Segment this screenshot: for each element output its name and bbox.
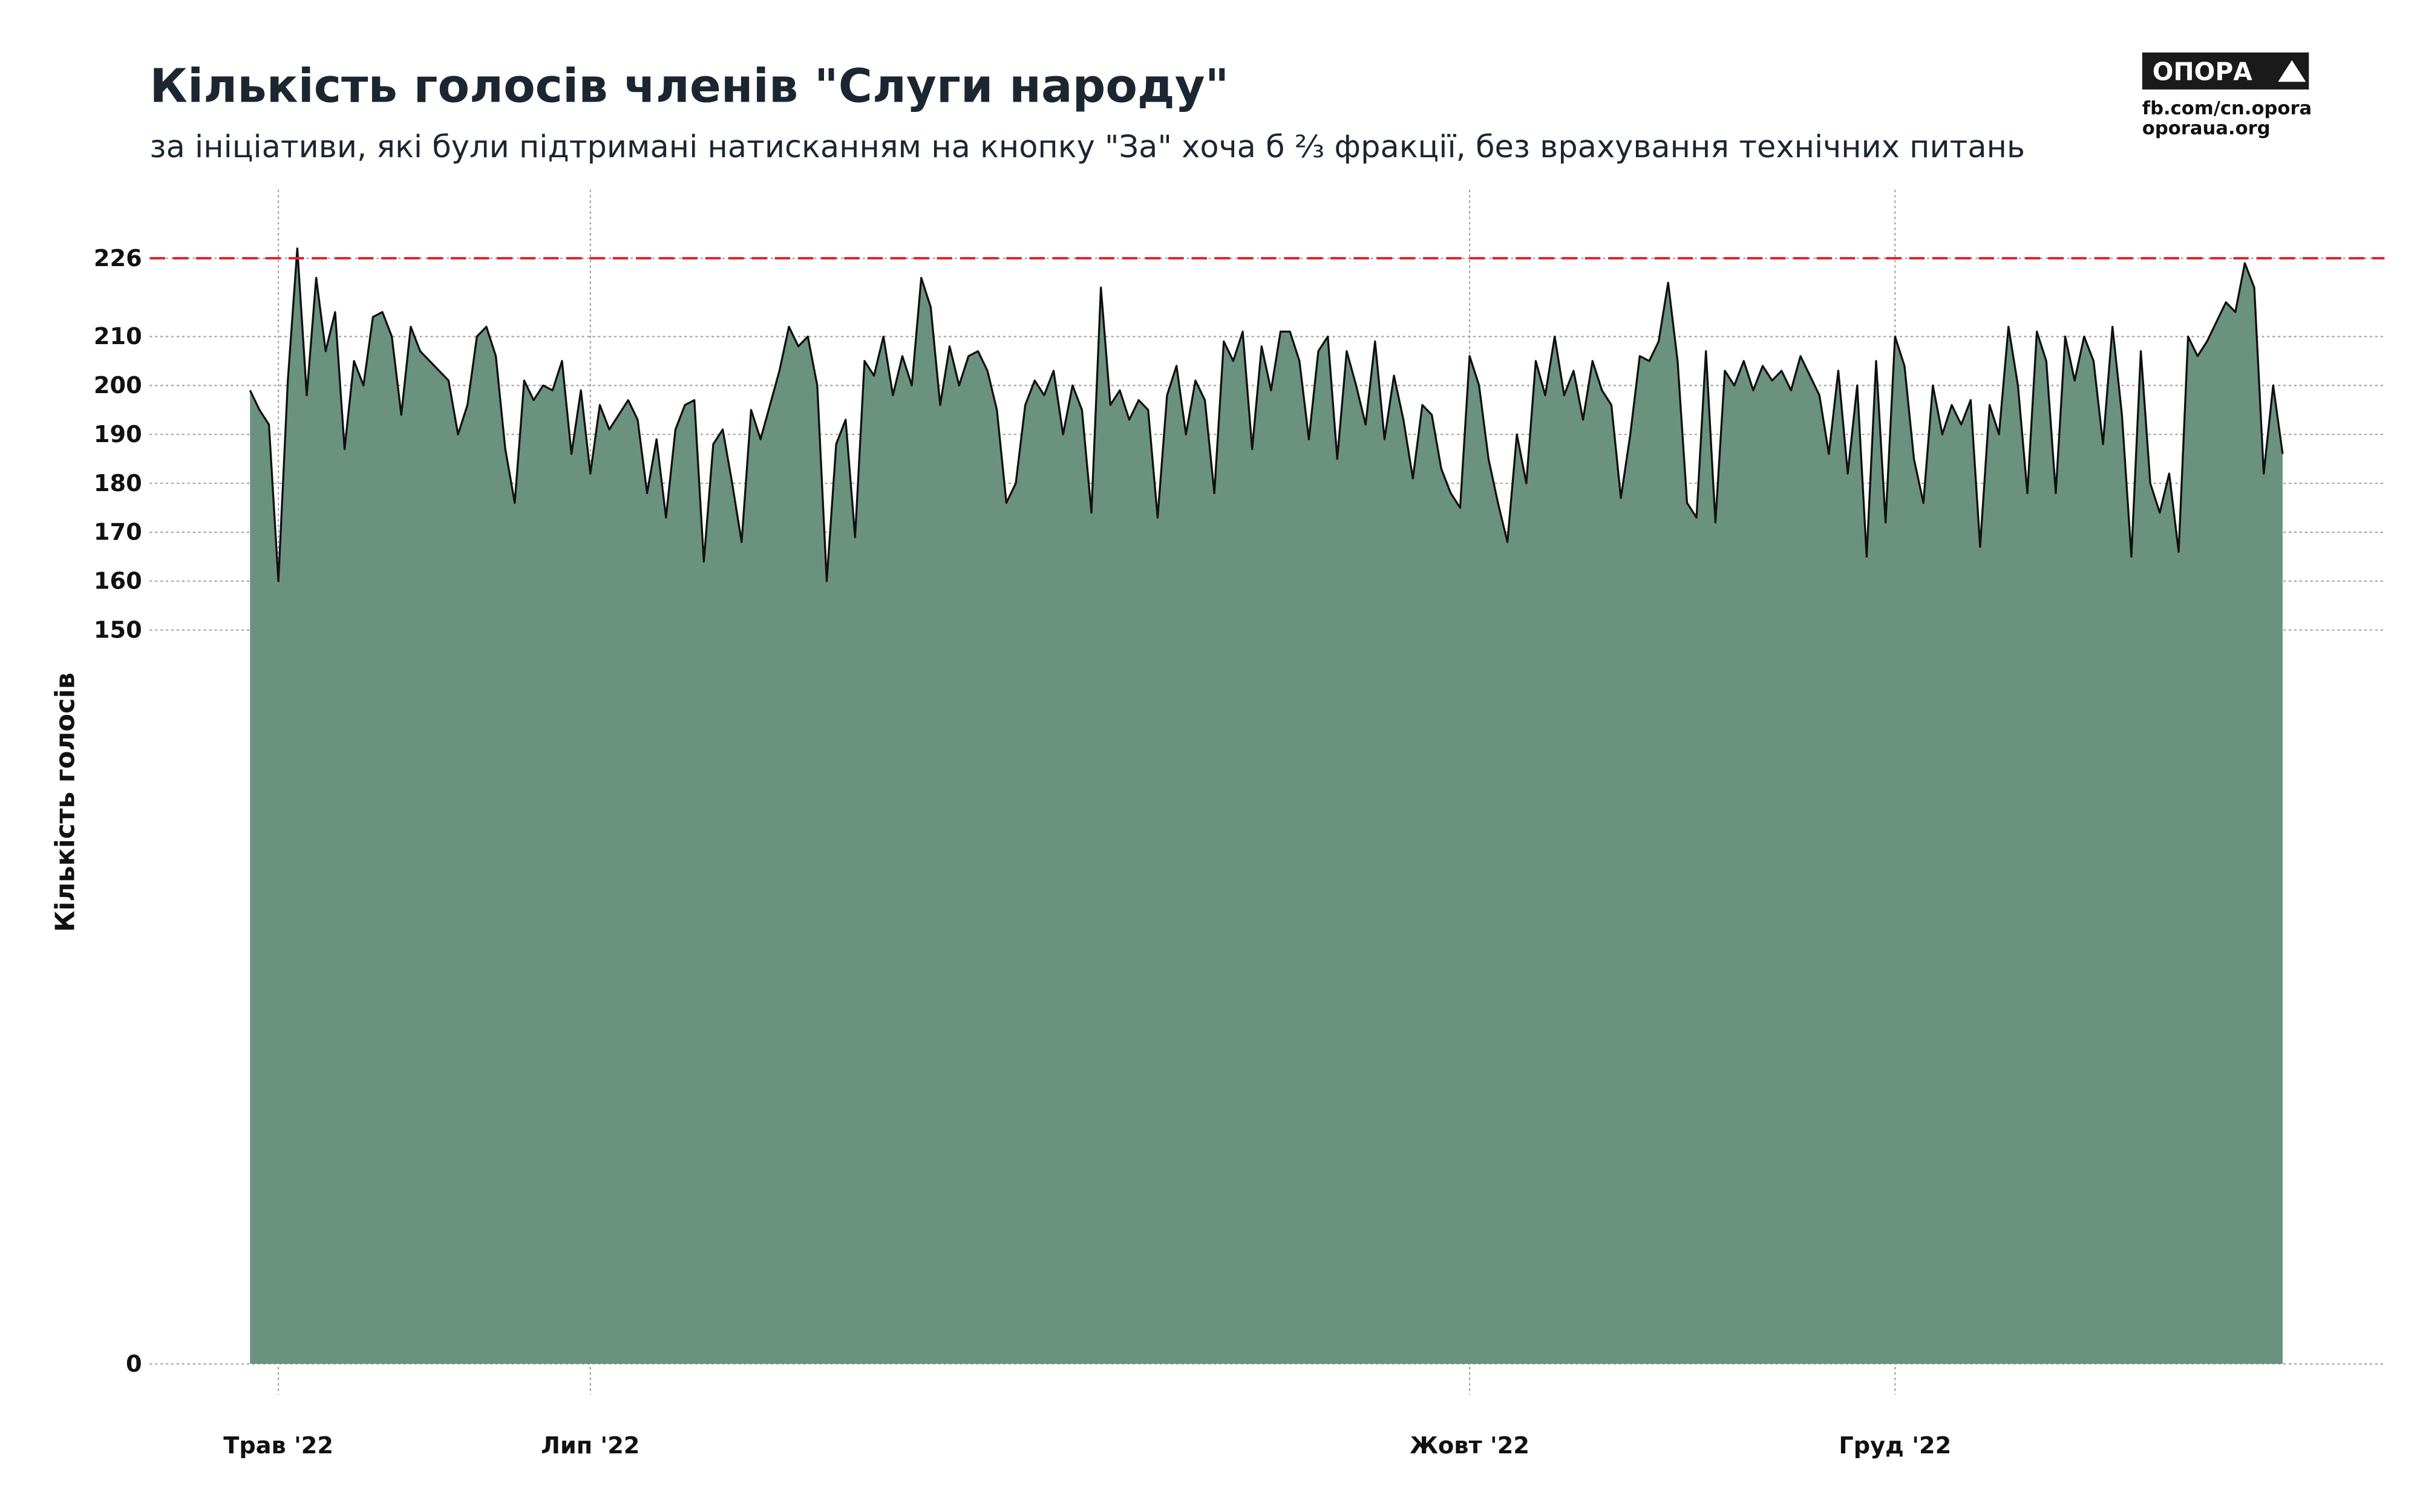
logo-name: ОПОРА — [2153, 57, 2252, 86]
x-tick-label: Трав '22 — [223, 1432, 333, 1459]
y-tick-label: 160 — [94, 568, 142, 595]
area — [250, 248, 2283, 1364]
logo-box — [2142, 52, 2309, 90]
y-tick-label: 200 — [94, 372, 142, 399]
logo-link: oporaua.org — [2142, 118, 2271, 139]
y-axis-label: Кількість голосів — [50, 673, 80, 932]
y-tick-label: 180 — [94, 470, 142, 497]
logo-triangle — [2278, 60, 2306, 82]
y-tick-label: 190 — [94, 421, 142, 448]
y-tick-label: 150 — [94, 617, 142, 644]
chart-subtitle: за ініціативи, які були підтримані натис… — [149, 129, 2025, 165]
x-tick-label: Жовт '22 — [1410, 1432, 1529, 1459]
x-tick-label: Лип '22 — [541, 1432, 639, 1459]
logo-link: fb.com/cn.opora — [2142, 98, 2312, 119]
y-tick-label: 226 — [94, 245, 142, 272]
logo: ОПОРА fb.com/cn.opora oporaua.org — [2142, 52, 2312, 139]
x-tick-label: Груд '22 — [1839, 1432, 1951, 1459]
y-tick-label: 170 — [94, 519, 142, 546]
y-tick-label: 0 — [126, 1351, 142, 1378]
chart-title: Кількість голосів членів "Слуги народу" — [149, 59, 1229, 113]
y-tick-label: 210 — [94, 323, 142, 350]
line — [249, 247, 2284, 582]
